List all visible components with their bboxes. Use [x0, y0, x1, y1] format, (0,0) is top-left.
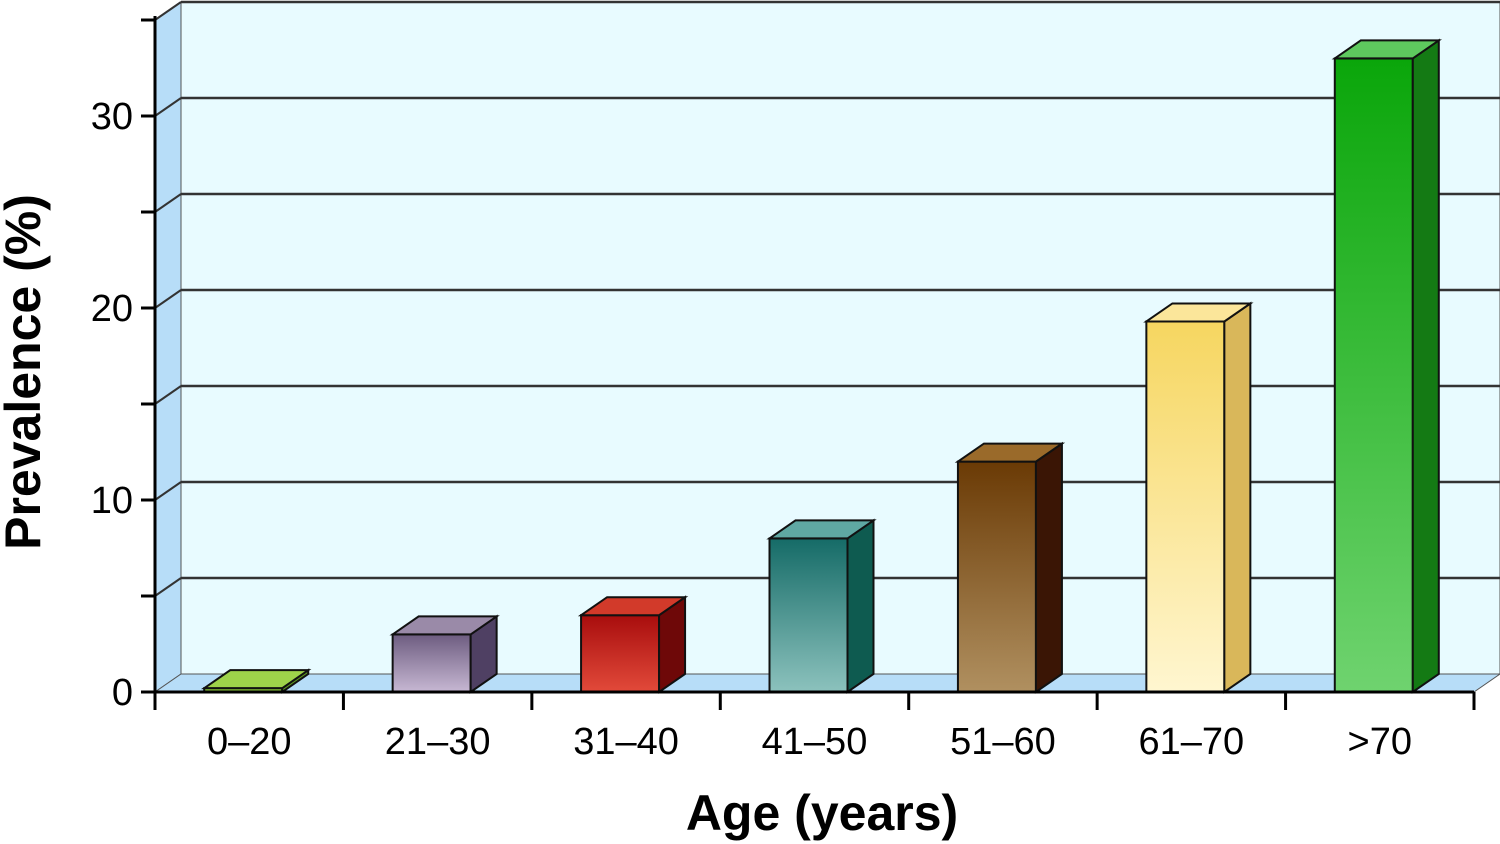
bar-1: [389, 614, 500, 694]
y-axis-label: Prevalence (%): [0, 194, 51, 550]
x-tick-label: >70: [1348, 721, 1412, 763]
x-axis-label: Age (years): [686, 785, 958, 841]
bar-front: [580, 614, 661, 694]
gridline-side: [154, 289, 182, 309]
side-wall: [154, 1, 182, 693]
bar-5: [1143, 301, 1254, 694]
bar-top: [1143, 302, 1254, 323]
bar-front: [1145, 320, 1226, 693]
bar-3: [766, 518, 877, 694]
gridlines: [154, 0, 1500, 597]
gridline-side: [154, 481, 182, 501]
bar-6: [1331, 38, 1442, 694]
bar-top: [1331, 39, 1442, 60]
axes: [141, 16, 1476, 710]
y-tick-label: 10: [91, 480, 133, 522]
bar-side: [1411, 38, 1440, 694]
bar-top: [766, 519, 877, 540]
y-tick-labels: 0 10 20 30: [91, 96, 133, 714]
bar-top: [389, 615, 500, 636]
bar-front: [768, 537, 849, 694]
bar-4: [954, 441, 1066, 694]
x-tick-label: 41–50: [762, 721, 868, 763]
bar-front: [391, 633, 472, 694]
bar-top: [201, 669, 312, 690]
gridline-side: [154, 385, 182, 405]
gridline-side: [154, 577, 182, 597]
bar-side: [1034, 441, 1063, 694]
x-tick-label: 0–20: [207, 721, 292, 763]
bar-front: [956, 460, 1037, 693]
x-tick-label: 61–70: [1139, 721, 1245, 763]
bar-top: [577, 596, 689, 617]
bar-top: [954, 442, 1066, 463]
x-tick-label: 21–30: [385, 721, 491, 763]
bars: [201, 38, 1442, 694]
x-tick-labels: 0–20 21–30 31–40 41–50 51–60 61–70 >70: [207, 721, 1412, 763]
x-tick-label: 31–40: [573, 721, 679, 763]
bar-2: [577, 595, 689, 694]
gridline-side: [154, 97, 182, 117]
bar-front: [1333, 57, 1414, 693]
gridline-side: [154, 1, 182, 21]
y-tick-label: 20: [91, 288, 133, 330]
y-tick-label: 0: [112, 672, 133, 714]
gridline-side: [154, 193, 182, 213]
y-tick-label: 30: [91, 96, 133, 138]
bar-side: [1223, 301, 1252, 694]
bar-side: [846, 518, 875, 694]
x-tick-label: 51–60: [950, 721, 1056, 763]
